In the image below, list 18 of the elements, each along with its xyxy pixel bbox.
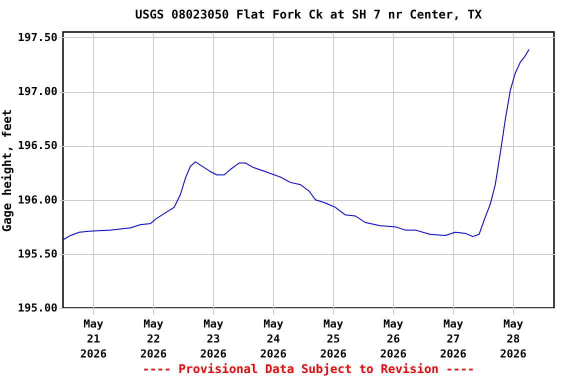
y-axis-title: Gage height, feet [0, 109, 14, 232]
y-tick-label: 195.00 [18, 302, 58, 314]
line-series [62, 48, 530, 240]
x-tick-label: May 28 2026 [500, 318, 527, 360]
x-tick-label: May 22 2026 [140, 318, 168, 360]
chart-title: USGS 08023050 Flat Fork Ck at SH 7 nr Center, TX [135, 7, 483, 22]
y-tick-label: 197.00 [18, 85, 58, 98]
x-tick-label: May 26 2026 [380, 318, 407, 360]
y-tick-label: 196.00 [18, 193, 58, 206]
x-tick-label: May 21 2026 [80, 318, 108, 360]
x-tick-label: May 24 2026 [260, 318, 288, 360]
x-tick-label: May 27 2026 [440, 318, 467, 360]
y-tick-label: 196.50 [18, 139, 58, 152]
x-tick-label: May 25 2026 [320, 318, 347, 360]
y-tick-label: 197.50 [18, 30, 58, 44]
y-tick-label: 195.50 [18, 247, 58, 260]
text: ---- Provisional Data Subject to Revision ---- [142, 362, 475, 376]
x-tick-label: May 23 2026 [200, 318, 228, 360]
